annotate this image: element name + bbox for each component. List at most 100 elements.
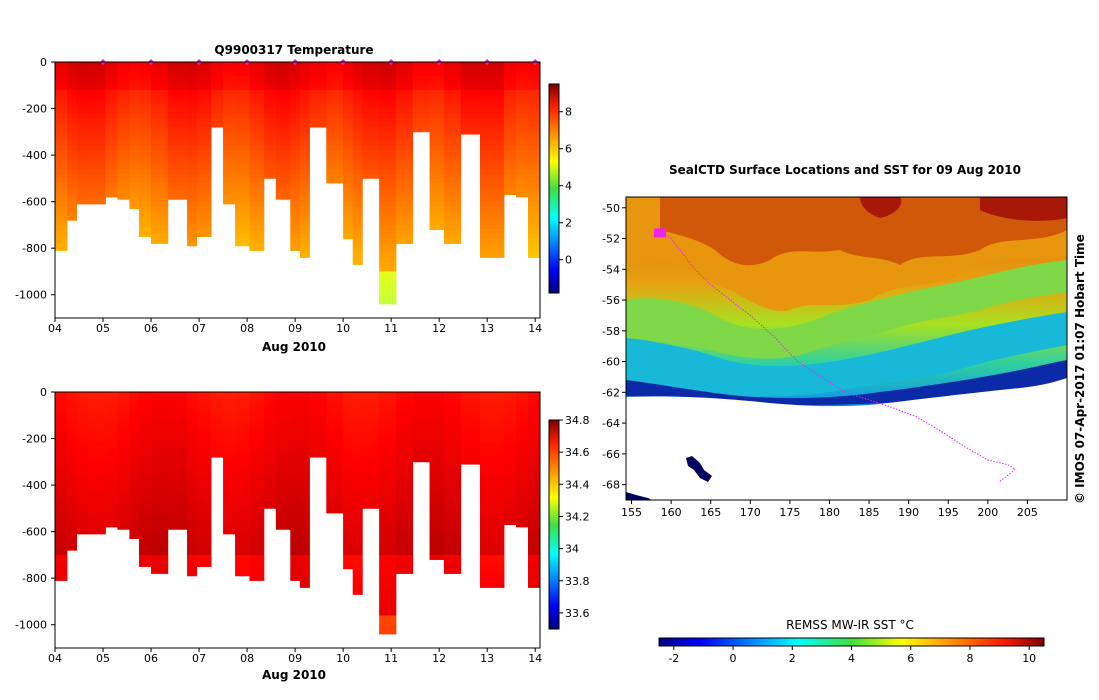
profile-cell (211, 108, 224, 114)
profile-cell (275, 392, 291, 398)
profile-cell (503, 127, 517, 133)
profile-cell (263, 150, 277, 156)
profile-cell (55, 187, 68, 193)
profile-cell (528, 513, 541, 519)
profile-cell (67, 80, 77, 86)
x-tick-label: 09 (288, 322, 302, 335)
profile-cell (379, 540, 397, 546)
profile-cell (290, 127, 301, 133)
profile-cell (167, 429, 188, 435)
profile-cell (55, 564, 68, 570)
profile-cell (67, 480, 77, 486)
profile-cell (139, 447, 152, 453)
profile-cell (76, 192, 90, 198)
profile-cell (139, 545, 152, 551)
profile-cell (187, 187, 198, 193)
profile-cell (503, 466, 517, 472)
profile-cell (352, 243, 363, 249)
profile-cell (528, 578, 541, 584)
profile-cell (67, 410, 77, 416)
profile-cell (343, 145, 354, 151)
profile-cell (235, 540, 250, 546)
profile-cell (309, 94, 327, 100)
profile-cell (479, 220, 505, 226)
profile-cell (362, 447, 380, 453)
profile-cell (515, 489, 529, 495)
profile-cell (443, 103, 462, 109)
profile-cell (76, 183, 90, 189)
profile-cell (151, 192, 169, 198)
profile-cell (263, 485, 277, 491)
profile-cell (443, 117, 462, 123)
profile-cell (249, 513, 265, 519)
profile-cell (275, 66, 291, 72)
profile-cell (290, 145, 301, 151)
profile-cell (290, 480, 301, 486)
profile-cell (352, 262, 363, 265)
profile-cell (362, 136, 380, 142)
profile-cell (187, 229, 198, 235)
profile-cell (88, 141, 106, 147)
sst-hottest-region (860, 197, 1067, 221)
profile-cell (55, 503, 68, 509)
profile-cell (352, 141, 363, 147)
profile-cell (151, 433, 169, 439)
profile-cell (151, 438, 169, 444)
profile-cell (117, 415, 130, 421)
profile-cell (117, 410, 130, 416)
profile-cell (223, 522, 236, 528)
profile-cell (290, 71, 301, 77)
profile-cell (443, 99, 462, 105)
profile-cell (151, 485, 169, 491)
profile-cell (275, 438, 291, 444)
profile-cell (67, 127, 77, 133)
profile-cell (395, 554, 414, 560)
profile-cell (379, 522, 397, 528)
profile-cell (379, 187, 397, 193)
profile-cell (223, 475, 236, 481)
profile-cell (263, 127, 277, 133)
profile-cell (67, 145, 77, 151)
profile-cell (263, 122, 277, 128)
profile-cell (249, 517, 265, 523)
profile-cell (299, 452, 310, 458)
profile-cell (167, 443, 188, 449)
profile-cell (379, 392, 397, 398)
profile-cell (88, 419, 106, 425)
map-y-tick-label: -54 (602, 263, 620, 276)
profile-cell (412, 117, 430, 123)
profile-cell (249, 99, 265, 105)
profile-cell (412, 108, 430, 114)
profile-cell (249, 169, 265, 175)
profile-cell (290, 94, 301, 100)
profile-cell (196, 66, 212, 72)
profile-cell (443, 94, 462, 100)
profile-cell (117, 85, 130, 91)
profile-cell (290, 410, 301, 416)
profile-cell (129, 485, 140, 491)
profile-cell (129, 201, 140, 207)
profile-cell (443, 405, 462, 412)
profile-cell (379, 610, 397, 616)
profile-cell (196, 526, 212, 533)
coast-feature (686, 456, 712, 482)
profile-cell (412, 457, 430, 463)
profile-cell (55, 178, 68, 184)
profile-cell (235, 62, 250, 68)
profile-cell (326, 66, 344, 72)
colorbar-tick-label: 0 (565, 254, 572, 267)
profile-cell (299, 80, 310, 86)
profile-cell (443, 210, 462, 216)
profile-cell (479, 89, 505, 95)
profile-cell (117, 522, 130, 528)
profile-cell (395, 485, 414, 491)
profile-cell (443, 201, 462, 207)
profile-cell (395, 183, 414, 189)
profile-cell (443, 215, 462, 221)
profile-cell (503, 108, 517, 114)
profile-cell (55, 513, 68, 519)
profile-cell (55, 573, 68, 579)
profile-cell (412, 443, 430, 449)
profile-cell (479, 103, 505, 109)
profile-cell (223, 89, 236, 95)
